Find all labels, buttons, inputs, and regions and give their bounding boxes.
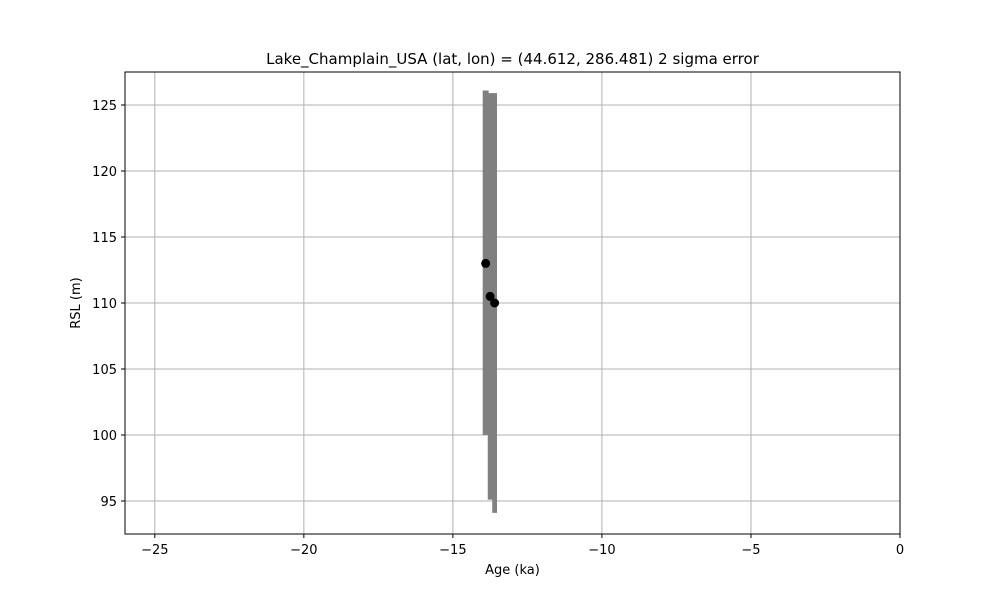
data-points <box>481 258 500 308</box>
x-tick-label: −10 <box>588 543 615 558</box>
y-tick-label: 95 <box>100 495 117 510</box>
y-tick-label: 120 <box>92 165 117 180</box>
y-tick-label: 100 <box>92 429 117 444</box>
chart-title: Lake_Champlain_USA (lat, lon) = (44.612,… <box>266 50 760 69</box>
y-axis-title: RSL (m) <box>69 277 84 328</box>
grid <box>125 72 901 534</box>
y-tick-label: 125 <box>92 99 117 114</box>
y-tick-label: 110 <box>92 297 117 312</box>
data-point <box>481 258 491 268</box>
x-tick-label: −25 <box>141 543 168 558</box>
x-axis-title: Age (ka) <box>485 563 540 578</box>
y-tick-label: 105 <box>92 363 117 378</box>
y-tick-label: 115 <box>92 231 117 246</box>
x-tick-label: −5 <box>741 543 760 558</box>
x-tick-label: 0 <box>896 543 904 558</box>
axis-ticks: −25 −20 −15 −10 −5 0 95 100 105 110 115 120 125 <box>92 99 904 558</box>
data-point <box>485 291 495 301</box>
data-point <box>490 298 500 308</box>
x-tick-label: −15 <box>439 543 466 558</box>
x-tick-label: −20 <box>290 543 317 558</box>
